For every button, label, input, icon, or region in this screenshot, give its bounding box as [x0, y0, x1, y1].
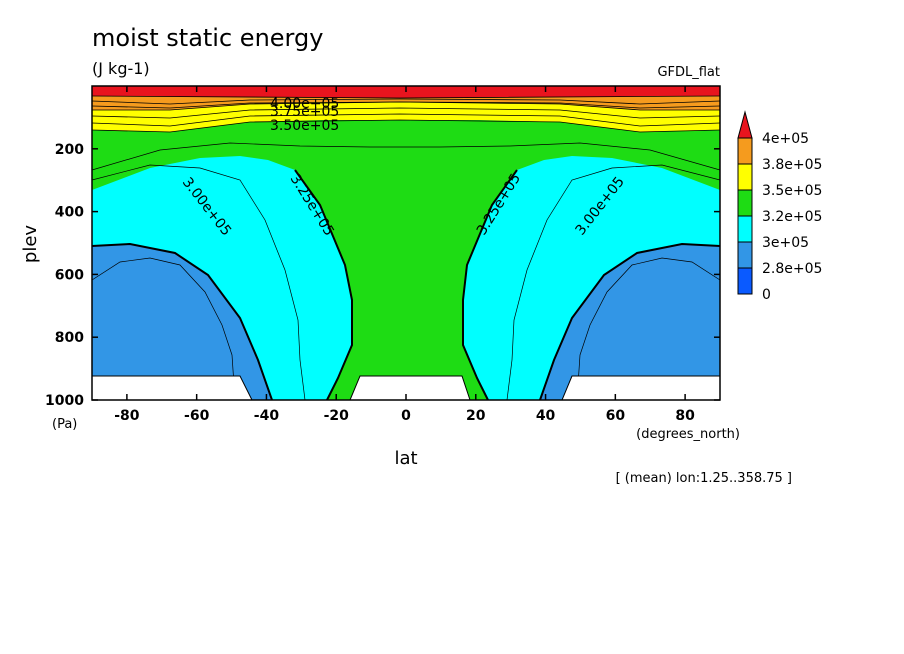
band-blue-right [540, 244, 720, 400]
y-tick-label: 800 [55, 330, 84, 346]
contour-label-400: 4.00e+05 [270, 96, 339, 112]
band-cyan-left [92, 156, 352, 400]
colorbar-swatch [737, 163, 753, 191]
topography-mask-right [561, 375, 721, 401]
colorbar-label: 3.5e+05 [762, 183, 822, 199]
y-tick-label: 600 [55, 267, 84, 283]
y-tick-label: 1000 [45, 393, 84, 409]
source-label: GFDL_flat [657, 65, 720, 80]
x-tick-label: 40 [536, 408, 556, 424]
x-tick-label: -60 [184, 408, 210, 424]
colorbar: 4e+05 3.8e+05 3.5e+05 3.2e+05 3e+05 2.8e+05 0 [737, 110, 822, 303]
contour-label-350: 3.50e+05 [270, 118, 339, 134]
interior-contour-lines [91, 142, 721, 401]
band-cyan-right [463, 156, 720, 400]
colorbar-swatch [737, 267, 753, 295]
colorbar-swatch-max [737, 110, 753, 139]
x-axis-label: lat [394, 448, 417, 469]
topography-mask-center [349, 375, 471, 401]
colorbar-label: 3.8e+05 [762, 157, 822, 173]
colorbar-swatch [737, 189, 753, 217]
x-tick-label: -20 [324, 408, 350, 424]
averaging-note: [ (mean) lon:1.25..358.75 ] [616, 471, 792, 486]
colorbar-swatch [737, 215, 753, 243]
y-tick-label: 400 [55, 205, 84, 221]
x-tick-label: 0 [401, 408, 411, 424]
colorbar-label: 4e+05 [762, 131, 809, 147]
contour-label-375: 3.75e+05 [270, 104, 339, 120]
x-tick-label: 20 [466, 408, 486, 424]
y-tick-label: 200 [55, 142, 84, 158]
colorbar-label: 2.8e+05 [762, 261, 822, 277]
x-tick-label: 80 [675, 408, 695, 424]
colorbar-label: 0 [762, 287, 771, 303]
y-axis: 200 400 600 800 1000 [45, 142, 720, 409]
y-units-label: (Pa) [52, 417, 77, 432]
y-axis-label: plev [20, 225, 41, 264]
x-axis: -80 -60 -40 -20 0 20 40 60 80 [114, 86, 695, 424]
colorbar-label: 3e+05 [762, 235, 809, 251]
chart-title: moist static energy [92, 24, 323, 52]
colorbar-swatch [737, 241, 753, 269]
x-tick-label: -80 [114, 408, 140, 424]
upper-contour-lines [91, 95, 721, 133]
x-units-label: (degrees_north) [636, 427, 740, 442]
thick-contour-lines [91, 169, 721, 401]
x-tick-label: -40 [254, 408, 280, 424]
x-tick-label: 60 [606, 408, 626, 424]
chart-units: (J kg-1) [92, 59, 150, 78]
band-blue-left [92, 244, 272, 400]
colorbar-label: 3.2e+05 [762, 209, 822, 225]
colorbar-swatch [737, 137, 753, 165]
topography-mask-left [91, 375, 253, 401]
plot-area: 4.00e+05 3.75e+05 3.50e+05 3.00e+05 3.25… [91, 85, 721, 401]
